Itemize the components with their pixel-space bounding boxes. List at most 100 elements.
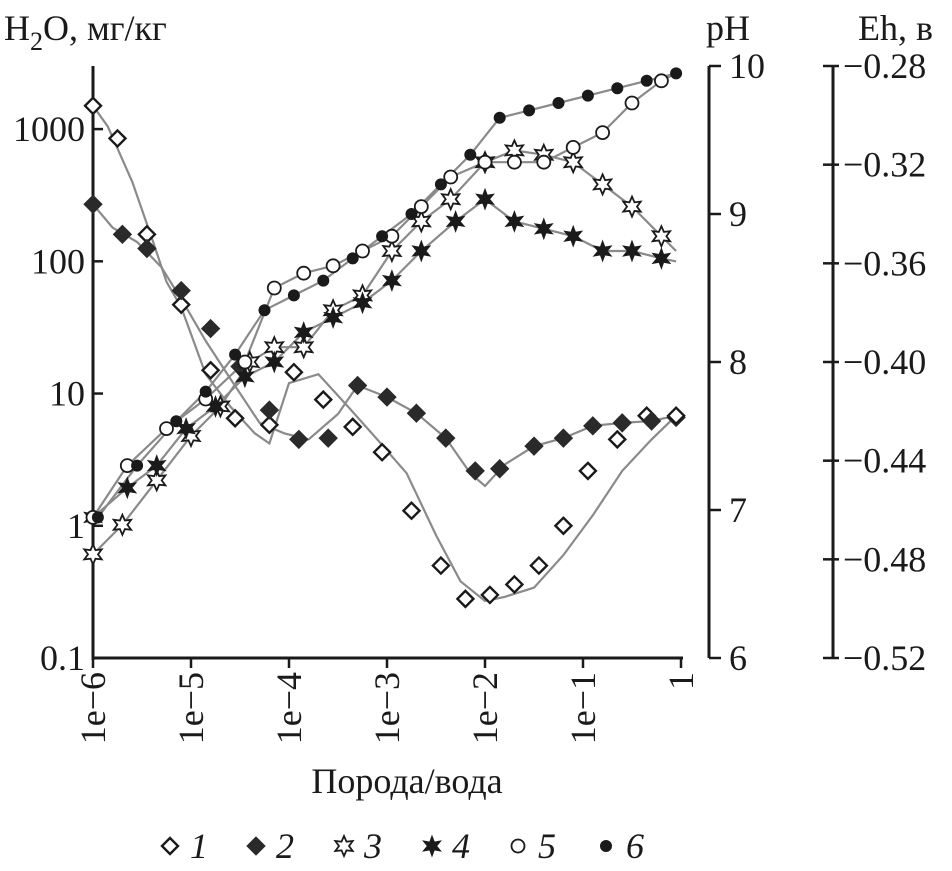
ph-tick-label: 6 xyxy=(729,638,747,678)
left-tick-label: 100 xyxy=(31,241,85,281)
series-4-point xyxy=(234,365,255,389)
legend-marker-3 xyxy=(333,833,355,859)
left-tick-label: 1 xyxy=(67,506,85,546)
series-2-point xyxy=(583,416,603,436)
legend-label-2: 2 xyxy=(276,826,294,866)
series-5-point xyxy=(355,243,370,259)
x-axis-title: Порода/вода xyxy=(311,761,502,801)
legend-marker-1 xyxy=(160,836,180,856)
series-5-point xyxy=(159,421,174,437)
series-5-point xyxy=(266,280,282,296)
series-4-point xyxy=(146,454,167,478)
series-5-point xyxy=(477,154,493,170)
series-2-point xyxy=(489,459,510,479)
series-1-point xyxy=(259,415,280,435)
series-2-point xyxy=(112,224,133,245)
series-5-point xyxy=(654,73,669,89)
series-5-point xyxy=(507,154,522,170)
series-2-point xyxy=(289,429,309,450)
ph-tick-label: 7 xyxy=(729,490,747,530)
axis-labels: 1000 100 10 1 0.1 10 9 8 7 6 −0.28 −0.32 −0.36 −0.40 −… xyxy=(4,8,933,801)
eh-tick-label: −0.48 xyxy=(843,539,926,579)
series-1-point xyxy=(200,360,221,380)
series-2-point xyxy=(553,428,574,448)
eh-tick-label: −0.36 xyxy=(843,243,926,283)
left-tick-label: 0.1 xyxy=(40,638,85,678)
ph-tick-label: 9 xyxy=(729,194,747,234)
series-4-point xyxy=(533,217,554,241)
series-6-point xyxy=(258,304,271,317)
series-6-point xyxy=(131,459,144,472)
series-6-point xyxy=(229,348,242,361)
series-4-point xyxy=(504,209,525,233)
series-1-point xyxy=(431,555,451,576)
series-5-point xyxy=(565,139,581,155)
series-1-point xyxy=(666,405,686,426)
series-4-point xyxy=(352,291,373,315)
series-1-line xyxy=(92,105,677,603)
series-5-point xyxy=(624,95,640,111)
series-4-point xyxy=(622,239,642,263)
series-1-point xyxy=(401,501,422,521)
ph-tick-label: 10 xyxy=(729,46,765,86)
series-2-point xyxy=(465,461,485,481)
legend-marker-2 xyxy=(246,836,266,856)
x-tick-label: 1e−3 xyxy=(367,672,407,744)
series-1-point xyxy=(225,408,245,428)
series-6-point xyxy=(552,97,565,109)
series-1-point xyxy=(607,429,627,450)
series-6-point xyxy=(376,230,389,243)
series-6-point xyxy=(493,111,506,124)
series-3-line xyxy=(92,149,677,556)
series-5-point xyxy=(413,199,429,215)
series-3-point xyxy=(591,172,614,197)
series-1-point xyxy=(455,589,476,609)
series-3-point xyxy=(293,334,315,360)
series-6-point xyxy=(611,82,624,95)
series-2-point xyxy=(83,194,103,214)
series-6-point xyxy=(670,67,683,80)
series-6-point xyxy=(170,415,183,428)
series-1-point xyxy=(83,96,103,116)
series-5-point xyxy=(443,169,459,185)
series-5-point xyxy=(296,265,312,281)
legend-marker-6 xyxy=(600,840,612,852)
legend-label-5: 5 xyxy=(538,826,556,866)
series-4-point xyxy=(323,306,344,330)
left-tick-label: 1000 xyxy=(13,109,85,149)
series-1-point xyxy=(529,555,549,576)
series-2-point xyxy=(524,436,544,456)
legend-label-6: 6 xyxy=(626,826,644,866)
series-2-point xyxy=(436,428,456,448)
series-3-point xyxy=(381,238,403,264)
eh-tick-label: −0.44 xyxy=(843,441,926,481)
series-3-point xyxy=(146,468,168,493)
eh-axis-title: Eh, в xyxy=(858,8,933,48)
series-6-point xyxy=(199,385,212,398)
series-markers xyxy=(82,67,686,609)
series-1-point xyxy=(480,585,500,605)
left-tick-label: 10 xyxy=(49,374,85,414)
series-4-point xyxy=(381,269,402,293)
series-2-point xyxy=(259,400,280,420)
series-1-point xyxy=(372,442,392,462)
series-6-point xyxy=(91,511,104,524)
series-2-point xyxy=(137,238,157,259)
series-3-point xyxy=(562,149,584,175)
series-4-point xyxy=(117,476,138,500)
series-3-point xyxy=(650,223,673,249)
series-5-point xyxy=(595,125,610,141)
series-1-point xyxy=(504,574,525,595)
series-6-point xyxy=(640,74,653,87)
series-1-point xyxy=(284,362,304,382)
x-tick-label: 1 xyxy=(661,672,701,690)
series-2-point xyxy=(347,375,368,396)
legend-marker-5 xyxy=(510,838,526,854)
series-6-point xyxy=(581,89,594,102)
series-5-point xyxy=(237,354,253,370)
x-tick-label: 1e−6 xyxy=(73,672,113,744)
eh-tick-label: −0.28 xyxy=(843,46,926,86)
series-4-point xyxy=(563,224,584,248)
series-4-point xyxy=(293,320,314,344)
ph-axis-title: pH xyxy=(706,8,750,48)
